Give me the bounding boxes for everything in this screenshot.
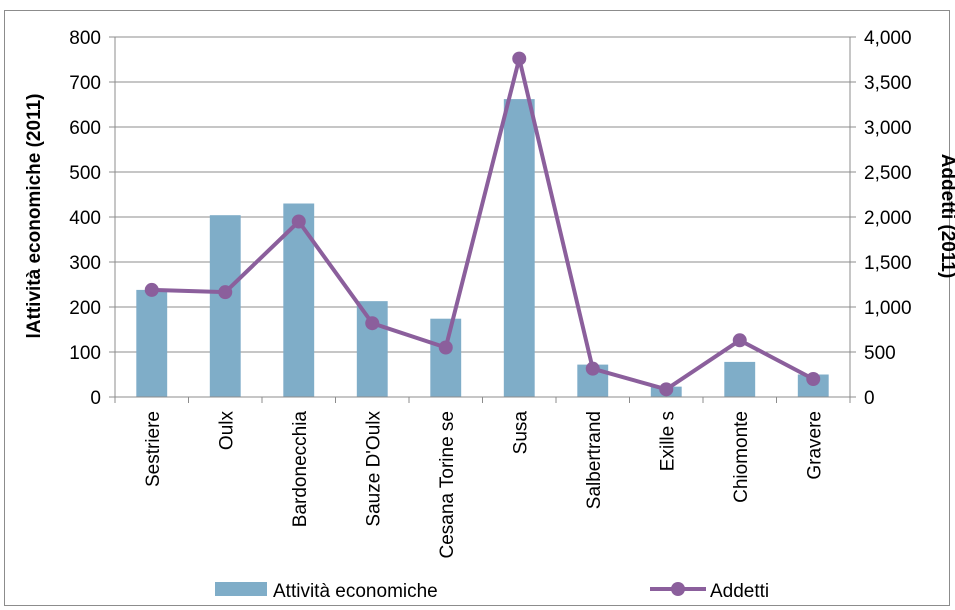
y2-tick-label: 3,500 [864, 73, 912, 94]
y-tick-label: 600 [69, 118, 101, 139]
y-tick-label: 800 [69, 28, 101, 49]
x-tick-label: Exille s [657, 411, 678, 471]
x-tick-label: Susa [510, 411, 531, 455]
x-tick-label: Sauze D'Oulx [363, 411, 384, 527]
x-tick-label: Salbertrand [584, 411, 605, 509]
x-tick-label: Sestriere [143, 411, 164, 487]
y-tick-label: 300 [69, 253, 101, 274]
bar [430, 318, 462, 397]
bar [503, 99, 535, 397]
y2-tick-label: 4,000 [864, 28, 912, 49]
y-tick-label: 100 [69, 343, 101, 364]
x-tick-label: Chiomonte [731, 411, 752, 503]
y-tick-label: 500 [69, 163, 101, 184]
y-axis-title: lAttività economiche (2011) [24, 94, 45, 339]
addetti-marker [218, 285, 233, 300]
x-tick-label: Cesana Torine se [437, 411, 458, 559]
addetti-line [151, 56, 815, 392]
addetti-marker [512, 51, 527, 66]
axes [109, 36, 856, 403]
addetti-marker [806, 372, 821, 386]
y2-axis-title: Addetti (2011) [937, 154, 955, 279]
line-series [144, 51, 821, 397]
y2-tick-label: 2,000 [864, 208, 912, 229]
bar [209, 215, 241, 397]
legend-swatch-bars [215, 582, 267, 596]
legend-label-line: Addetti [710, 581, 769, 602]
y-tick-label: 200 [69, 298, 101, 319]
bar [724, 361, 756, 397]
y2-tick-label: 500 [864, 343, 896, 364]
x-tick-label: Oulx [216, 411, 237, 451]
y-tick-label: 700 [69, 73, 101, 94]
bar-series [136, 99, 829, 397]
addetti-marker [144, 282, 159, 297]
legend-swatch-marker [671, 582, 685, 596]
addetti-marker [659, 382, 674, 397]
y-tick-label: 0 [90, 388, 101, 409]
addetti-marker [732, 333, 747, 348]
y2-tick-label: 0 [864, 388, 875, 409]
y2-tick-label: 1,500 [864, 253, 912, 274]
bar [136, 289, 168, 397]
y2-tick-label: 2,500 [864, 163, 912, 184]
x-tick-label: Bardonecchia [290, 411, 311, 528]
x-tick-label: Gravere [804, 411, 825, 480]
bar [356, 301, 388, 397]
tick-labels: 0 0 100 500 200 1,000 300 1,500 400 2,000 500 2,500… [69, 28, 911, 559]
legend-label-bars: Attività economiche [273, 581, 438, 602]
y-tick-label: 400 [69, 208, 101, 229]
legend: Attività economiche Addetti [215, 581, 769, 602]
addetti-marker [585, 361, 600, 376]
y2-tick-label: 1,000 [864, 298, 912, 319]
y2-tick-label: 3,000 [864, 118, 912, 139]
addetti-marker [438, 340, 453, 355]
addetti-marker [365, 316, 380, 331]
addetti-marker [291, 214, 306, 229]
